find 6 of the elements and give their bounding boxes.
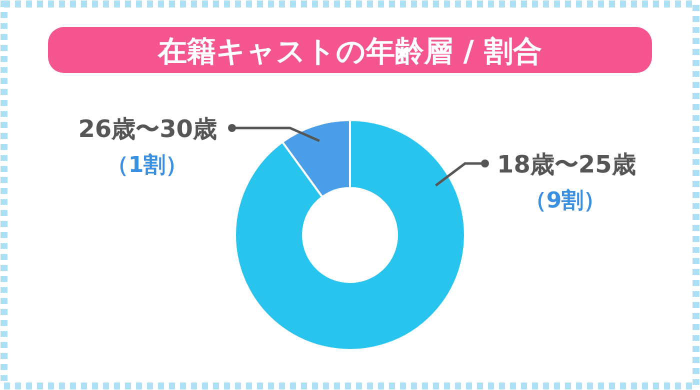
chart-title: 在籍キャストの年齢層 / 割合 bbox=[157, 34, 542, 68]
data-label: （9割） bbox=[524, 188, 606, 214]
donut-slice bbox=[234, 119, 466, 351]
data-label: （1割） bbox=[106, 153, 188, 178]
slice-label: 18歳〜25歳 bbox=[497, 150, 636, 178]
slice-label: 26歳〜30歳 bbox=[78, 115, 217, 143]
